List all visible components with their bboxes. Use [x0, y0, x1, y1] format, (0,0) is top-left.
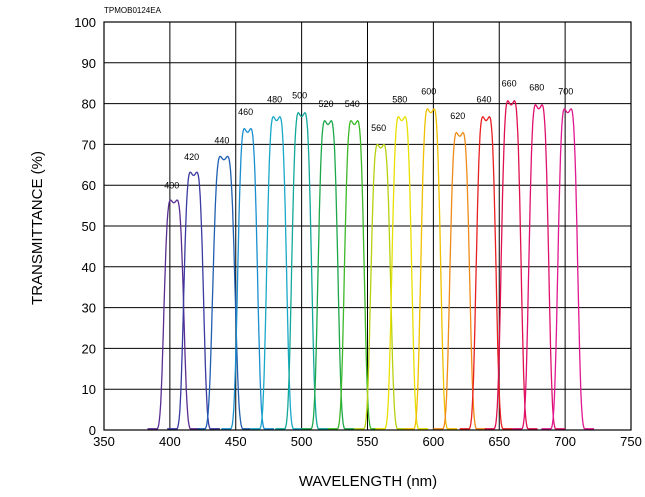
peak-label-620: 620	[450, 111, 465, 121]
x-tick-label: 500	[291, 434, 313, 449]
peak-label-480: 480	[267, 95, 282, 105]
peak-label-520: 520	[318, 99, 333, 109]
curve-500	[275, 111, 328, 430]
peak-label-660: 660	[502, 78, 517, 88]
curve-460	[221, 127, 274, 430]
peak-label-420: 420	[184, 152, 199, 162]
peak-label-640: 640	[477, 95, 492, 105]
plot-frame	[103, 21, 632, 431]
x-tick-labels: 350 400 450 500 550 600 650 700 750	[93, 434, 642, 449]
peak-label-400: 400	[164, 180, 179, 190]
curve-620	[433, 131, 487, 430]
peak-label-540: 540	[345, 99, 360, 109]
y-tick-label: 40	[82, 260, 96, 275]
peak-labels: 400 420 440 460 480 500 520 540 560 580 600 620 640 6…	[164, 78, 573, 190]
y-tick-label: 70	[82, 137, 96, 152]
peak-label-680: 680	[529, 82, 544, 92]
y-tick-label: 20	[82, 341, 96, 356]
x-tick-label: 400	[159, 434, 181, 449]
y-tick-label: 50	[82, 219, 96, 234]
curve-440	[197, 155, 251, 430]
grid-lines	[103, 21, 632, 431]
x-tick-label: 350	[93, 434, 115, 449]
figure-code: TPMOB0124EA	[104, 6, 162, 15]
y-axis-title: TRANSMITTANCE (%)	[29, 151, 46, 305]
curve-580	[375, 115, 429, 430]
peak-label-580: 580	[392, 95, 407, 105]
curve-420	[167, 171, 220, 430]
curve-600	[404, 107, 458, 430]
y-tick-label: 60	[82, 178, 96, 193]
curve-660	[484, 99, 538, 430]
y-tick-label: 30	[82, 301, 96, 316]
peak-label-600: 600	[421, 87, 436, 97]
y-tick-label: 10	[82, 382, 96, 397]
y-tick-label: 100	[74, 15, 96, 30]
curve-540	[328, 119, 381, 430]
curve-480	[250, 115, 303, 430]
x-tick-label: 600	[423, 434, 445, 449]
curve-680	[512, 103, 566, 430]
peak-label-700: 700	[558, 87, 573, 97]
x-axis-title: WAVELENGTH (nm)	[299, 473, 437, 490]
peak-label-440: 440	[214, 135, 229, 145]
peak-label-500: 500	[292, 91, 307, 101]
series-curves	[147, 99, 595, 430]
y-tick-label: 0	[89, 423, 96, 438]
x-tick-label: 450	[225, 434, 247, 449]
x-tick-label: 550	[357, 434, 379, 449]
curve-700	[541, 107, 595, 430]
curve-520	[301, 119, 355, 430]
y-tick-labels: 0 10 20 30 40 50 60 70 80 90 100	[74, 15, 96, 438]
curve-560	[354, 143, 407, 430]
x-tick-label: 650	[488, 434, 510, 449]
y-tick-label: 90	[82, 56, 96, 71]
peak-label-460: 460	[238, 107, 253, 117]
x-tick-label: 750	[620, 434, 642, 449]
curve-640	[459, 115, 513, 430]
x-tick-label: 700	[554, 434, 576, 449]
peak-label-560: 560	[371, 123, 386, 133]
curve-400	[147, 199, 201, 430]
y-tick-label: 80	[82, 97, 96, 112]
